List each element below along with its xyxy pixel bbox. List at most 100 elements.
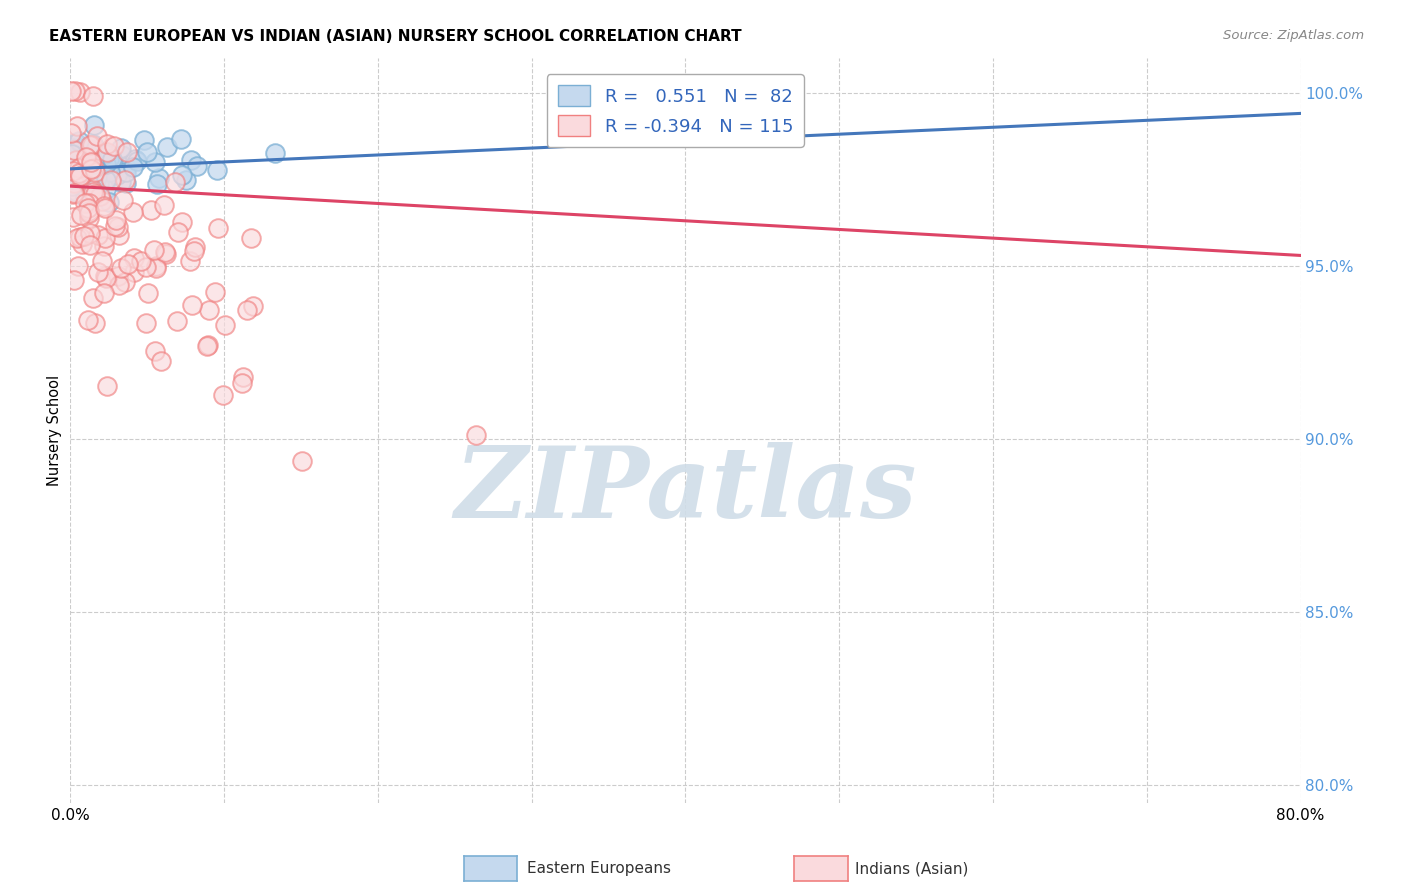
Point bbox=[70, 153, 93, 168]
Point bbox=[156, 140, 179, 154]
Point bbox=[107, 268, 129, 283]
Point bbox=[62, 211, 84, 225]
Point bbox=[114, 173, 136, 187]
Point bbox=[79, 226, 101, 240]
Point bbox=[63, 144, 86, 158]
Point bbox=[135, 145, 157, 160]
Point bbox=[72, 166, 94, 180]
Point bbox=[66, 231, 89, 245]
Point bbox=[264, 146, 287, 161]
Point bbox=[80, 155, 103, 169]
Point bbox=[83, 139, 105, 153]
Text: Source: ZipAtlas.com: Source: ZipAtlas.com bbox=[1223, 29, 1364, 42]
Point bbox=[143, 344, 166, 359]
Point bbox=[91, 159, 114, 173]
Point bbox=[82, 177, 104, 191]
Point bbox=[236, 303, 259, 318]
Point bbox=[170, 132, 193, 146]
Point bbox=[105, 168, 128, 182]
Point bbox=[59, 168, 82, 182]
Point bbox=[66, 164, 89, 178]
Point bbox=[96, 145, 118, 160]
Point bbox=[93, 239, 115, 253]
Point bbox=[83, 161, 105, 176]
Point bbox=[98, 153, 121, 167]
Point bbox=[122, 205, 145, 219]
Point bbox=[60, 146, 83, 161]
Point bbox=[77, 313, 100, 327]
Point bbox=[73, 189, 96, 203]
Point bbox=[115, 160, 138, 174]
Point bbox=[101, 152, 124, 166]
Point bbox=[197, 338, 219, 352]
Point bbox=[60, 158, 83, 172]
Point bbox=[77, 169, 100, 183]
Point bbox=[111, 148, 134, 162]
Point bbox=[166, 314, 188, 328]
Point bbox=[79, 238, 101, 252]
Point bbox=[60, 141, 83, 155]
Text: ZIPatlas: ZIPatlas bbox=[454, 442, 917, 538]
Point bbox=[69, 85, 91, 99]
Point bbox=[77, 211, 100, 225]
Point bbox=[183, 244, 205, 258]
Point bbox=[67, 134, 90, 148]
Point bbox=[94, 269, 117, 284]
Point bbox=[107, 219, 129, 234]
Point bbox=[83, 156, 105, 170]
Text: Eastern Europeans: Eastern Europeans bbox=[527, 862, 671, 876]
Point bbox=[170, 168, 193, 182]
Point bbox=[104, 219, 127, 233]
Point bbox=[204, 285, 226, 299]
Point bbox=[166, 225, 188, 239]
Point bbox=[62, 186, 84, 200]
Point bbox=[75, 151, 97, 165]
Point bbox=[110, 141, 132, 155]
Point bbox=[183, 240, 205, 254]
Point bbox=[84, 157, 107, 171]
Point bbox=[82, 89, 104, 103]
Point bbox=[82, 185, 104, 199]
Point bbox=[59, 183, 82, 197]
Point bbox=[63, 84, 86, 98]
Point bbox=[115, 145, 138, 159]
Point bbox=[69, 169, 91, 183]
Point bbox=[136, 285, 159, 300]
Point bbox=[198, 303, 221, 318]
Point bbox=[90, 167, 112, 181]
Point bbox=[105, 212, 128, 227]
Point bbox=[70, 168, 93, 182]
Point bbox=[135, 260, 157, 275]
Point bbox=[66, 162, 89, 177]
Point bbox=[180, 153, 202, 168]
Point bbox=[121, 160, 143, 174]
Point bbox=[73, 179, 96, 194]
Point bbox=[115, 165, 138, 179]
Point bbox=[89, 189, 111, 203]
Point bbox=[110, 260, 132, 275]
Point bbox=[69, 147, 91, 161]
Point bbox=[94, 230, 117, 244]
Point bbox=[93, 201, 115, 215]
Point bbox=[122, 251, 145, 265]
Point bbox=[163, 175, 186, 189]
Point bbox=[148, 170, 170, 185]
Point bbox=[134, 316, 156, 330]
Point bbox=[108, 277, 131, 292]
Point bbox=[93, 199, 115, 213]
Point bbox=[122, 264, 145, 278]
Point bbox=[76, 201, 98, 215]
Point bbox=[111, 193, 134, 207]
Point bbox=[66, 119, 89, 133]
Point bbox=[73, 229, 96, 244]
Point bbox=[84, 168, 107, 182]
Point bbox=[240, 231, 263, 245]
Point bbox=[80, 138, 103, 153]
Point bbox=[66, 185, 89, 199]
Point bbox=[242, 299, 264, 313]
Point bbox=[60, 126, 83, 140]
Point bbox=[153, 198, 176, 212]
Point bbox=[62, 143, 84, 157]
Point bbox=[195, 339, 218, 353]
Point bbox=[65, 154, 87, 169]
